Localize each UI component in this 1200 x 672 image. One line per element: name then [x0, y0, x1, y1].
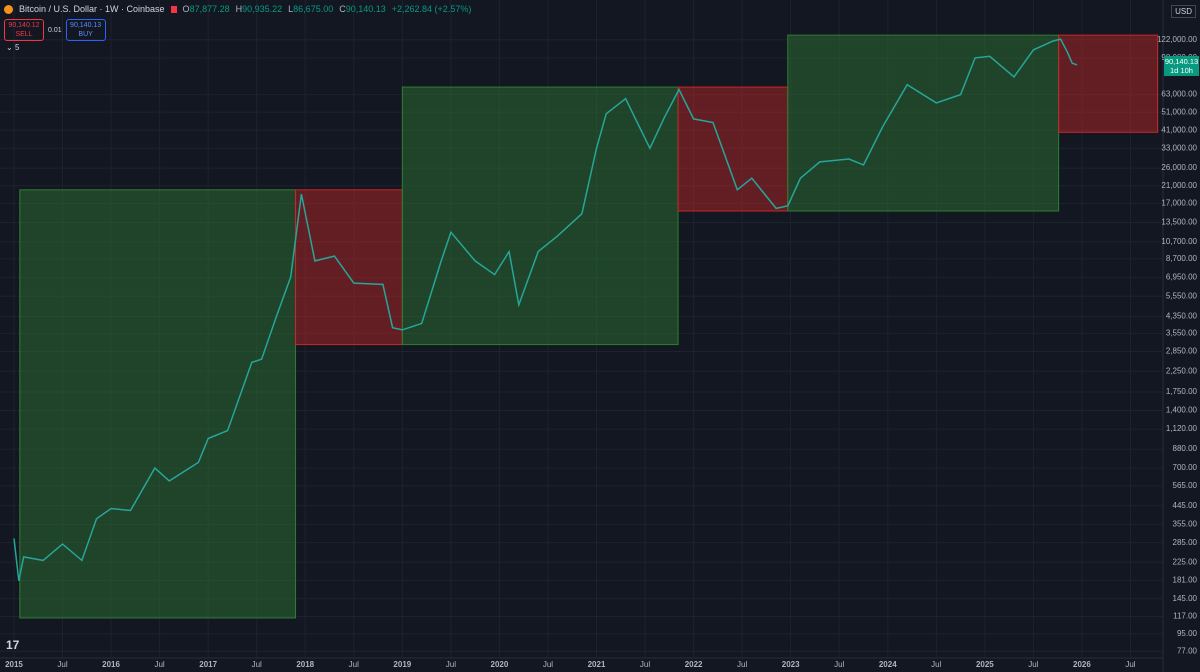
sell-button[interactable]: 90,140.12 SELL	[4, 19, 44, 41]
x-tick-label: Jul	[1125, 660, 1135, 669]
y-tick-label: 225.00	[1173, 557, 1198, 566]
y-tick-label: 5,550.00	[1166, 291, 1198, 300]
x-tick-label: Jul	[640, 660, 650, 669]
y-tick-label: 565.00	[1173, 481, 1198, 490]
x-tick-label: Jul	[57, 660, 67, 669]
ohlc-label: H	[235, 4, 243, 14]
sell-price: 90,140.12	[8, 22, 40, 29]
x-tick-label: 2021	[588, 660, 606, 669]
y-tick-label: 51,000.00	[1161, 107, 1197, 116]
countdown: 1d 10h	[1170, 66, 1193, 75]
zone	[787, 34, 1060, 212]
logo[interactable]: 17	[6, 638, 20, 652]
x-tick-label: 2018	[296, 660, 314, 669]
y-tick-label: 8,700.00	[1166, 254, 1198, 263]
flag	[170, 5, 177, 13]
x-tick-label: 2025	[976, 660, 994, 669]
y-tick-label: 117.00	[1173, 612, 1197, 621]
x-tick-label: Jul	[834, 660, 844, 669]
x-tick-label: Jul	[543, 660, 553, 669]
y-tick-label: 1,750.00	[1166, 387, 1198, 396]
last-price: 90,140.13	[1164, 57, 1199, 66]
ohlc-value: 90,935.22	[242, 4, 283, 14]
y-tick-label: 700.00	[1173, 463, 1198, 472]
y-tick-label: 355.00	[1173, 520, 1198, 529]
y-tick-label: 145.00	[1173, 594, 1198, 603]
ohlc-value: 87,877.28	[189, 4, 230, 14]
price-line	[13, 38, 1078, 581]
y-tick-label: 26,000.00	[1161, 163, 1197, 172]
indicators-toggle[interactable]: ⌄ 5	[6, 43, 20, 52]
quantity: 0.01	[48, 26, 62, 34]
indicators-count: 5	[14, 43, 20, 52]
y-tick-label: 13,500.00	[1161, 218, 1197, 227]
buy-button[interactable]: 90,140.13 BUY	[65, 19, 106, 41]
y-tick-label: 10,700.00	[1161, 237, 1197, 246]
x-tick-label: Jul	[252, 660, 262, 669]
currency[interactable]: USD	[1171, 5, 1196, 18]
trade-panel: 90,140.12 SELL 0.01 90,140.13 BUY	[4, 19, 106, 41]
y-tick-label: 4,350.00	[1166, 312, 1198, 321]
x-tick-label: 2023	[782, 660, 800, 669]
y-tick-label: 880.00	[1173, 444, 1198, 453]
x-tick-label: Jul	[154, 660, 164, 669]
header: Bitcoin / U.S. Dollar · 1W · Coinbase O8…	[4, 4, 471, 14]
y-tick-label: 33,000.00	[1161, 143, 1197, 152]
x-tick-label: 2019	[393, 660, 411, 669]
symbol: Bitcoin / U.S. Dollar · 1W · Coinbase	[19, 4, 165, 14]
y-tick-label: 3,550.00	[1166, 328, 1198, 337]
ohlc-label: O	[182, 4, 190, 14]
x-tick-label: 2022	[685, 660, 703, 669]
y-tick-label: 1,400.00	[1166, 406, 1198, 415]
y-tick-label: 77.00	[1177, 646, 1198, 655]
y-tick-label: 2,850.00	[1166, 347, 1198, 356]
x-tick-label: Jul	[1028, 660, 1038, 669]
y-tick-label: 1,120.00	[1166, 424, 1198, 433]
x-tick-label: 2020	[491, 660, 509, 669]
x-tick-label: 2026	[1073, 660, 1091, 669]
x-tick-label: 2017	[199, 660, 217, 669]
buy-price: 90,140.13	[70, 22, 102, 29]
last-price-label: 90,140.13 1d 10h	[1164, 56, 1199, 76]
ohlc-value: 86,675.00	[293, 4, 334, 14]
x-tick-label: Jul	[931, 660, 941, 669]
x-tick-label: 2016	[102, 660, 120, 669]
y-tick-label: 445.00	[1173, 501, 1198, 510]
zone	[19, 189, 297, 619]
y-tick-label: 181.00	[1173, 575, 1198, 584]
zone	[401, 86, 679, 346]
y-tick-label: 2,250.00	[1166, 366, 1198, 375]
symbol-icon	[4, 4, 13, 14]
x-tick-label: Jul	[349, 660, 359, 669]
zone	[295, 189, 403, 346]
ohlc-value: 90,140.13	[345, 4, 386, 14]
y-tick-label: 17,000.00	[1161, 198, 1197, 207]
x-tick-label: Jul	[737, 660, 747, 669]
ohlc-label: L	[288, 4, 294, 14]
y-tick-label: 122,000.00	[1157, 35, 1198, 44]
buy-label: BUY	[78, 31, 93, 38]
y-tick-label: 41,000.00	[1161, 125, 1197, 134]
ohlc-label: C	[339, 4, 346, 14]
x-tick-label: 2024	[879, 660, 897, 669]
y-tick-label: 21,000.00	[1161, 181, 1197, 190]
y-tick-label: 285.00	[1173, 538, 1198, 547]
y-tick-label: 6,950.00	[1166, 273, 1198, 282]
zone	[1058, 34, 1159, 133]
y-tick-label: 95.00	[1177, 629, 1198, 638]
sell-label: SELL	[15, 31, 33, 38]
zone	[677, 86, 789, 212]
x-tick-label: 2015	[5, 660, 23, 669]
change: +2,262.84 (+2.57%)	[391, 4, 472, 14]
y-tick-label: 63,000.00	[1161, 90, 1197, 99]
x-tick-label: Jul	[446, 660, 456, 669]
